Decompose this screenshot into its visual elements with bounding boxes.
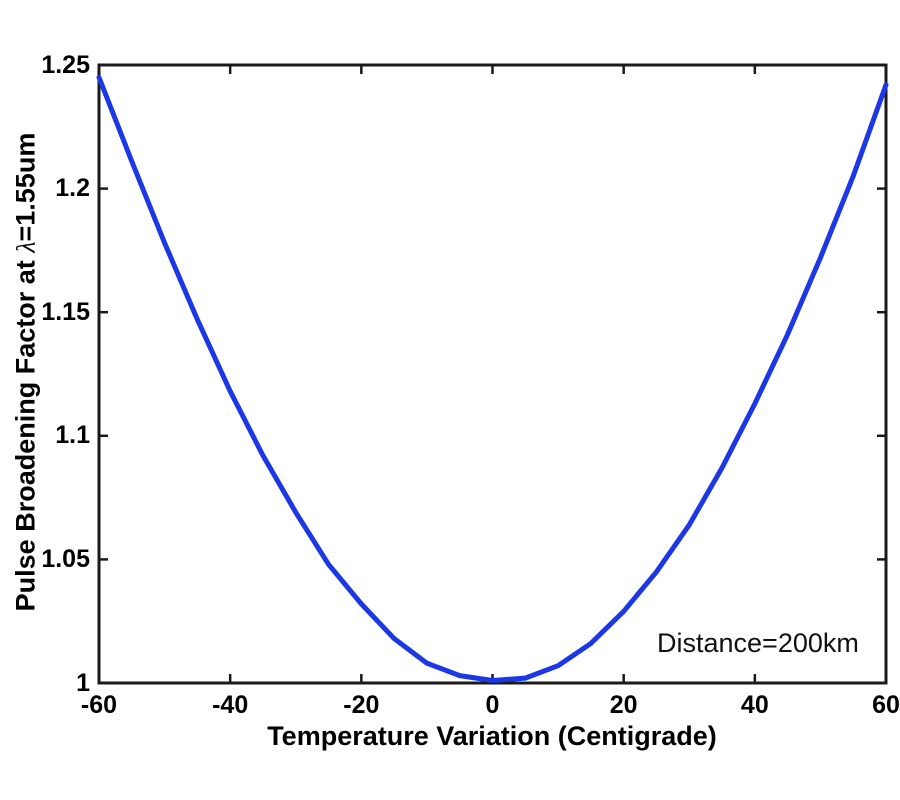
- x-tick-label: 20: [609, 691, 638, 719]
- data-series-line: [96, 74, 889, 683]
- y-axis-label: Pulse Broadening Factor at λ=1.55um: [11, 133, 42, 612]
- y-tick-label: 1: [76, 668, 90, 697]
- x-tick-label: 60: [872, 691, 900, 719]
- x-axis-label: Temperature Variation (Centigrade): [267, 721, 717, 751]
- y-tick-label: 1.15: [41, 297, 90, 326]
- y-tick-label: 1.2: [55, 174, 90, 203]
- distance-annotation: Distance=200km: [657, 628, 859, 658]
- x-tick-label: 0: [485, 691, 500, 719]
- x-tick-label: -60: [80, 691, 118, 719]
- x-tick-label: -40: [212, 691, 249, 719]
- x-tick-label: 40: [740, 691, 769, 719]
- x-tick-label: -20: [343, 691, 380, 719]
- y-tick-label: 1.25: [41, 50, 90, 79]
- y-tick-label: 1.1: [55, 421, 90, 450]
- lambda-symbol: λ: [11, 241, 41, 253]
- y-tick-label: 1.05: [41, 544, 90, 573]
